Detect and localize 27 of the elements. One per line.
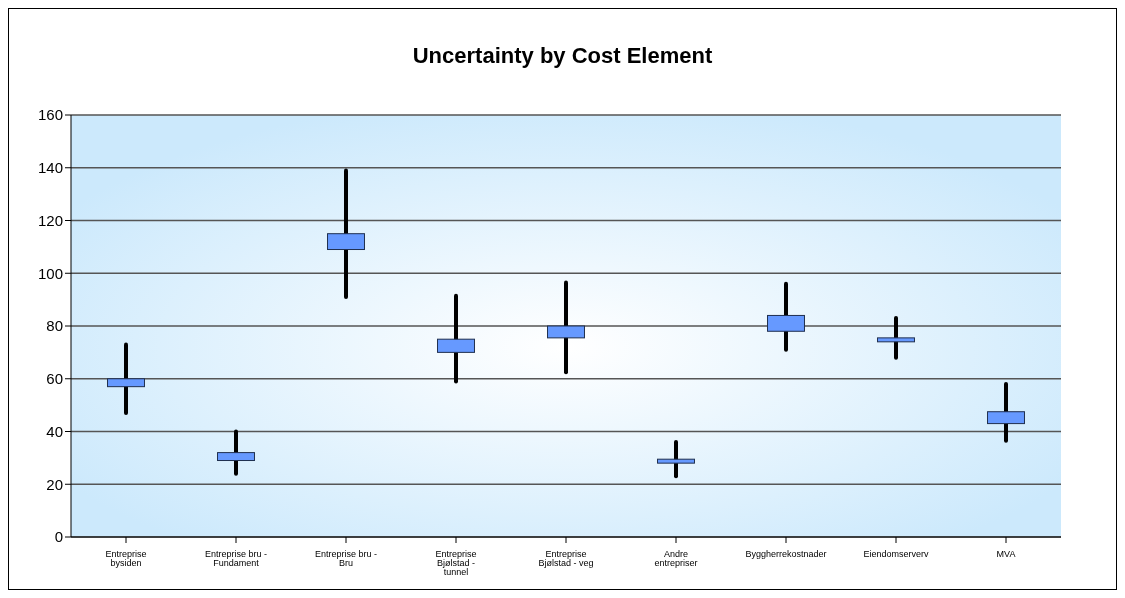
y-tick-label: 140 [37,159,63,177]
y-tick-label: 60 [46,370,63,388]
candlestick [107,342,145,416]
y-tick-label: 100 [37,264,63,282]
x-tick-label: Eiendomserverv [863,549,930,560]
x-tick-label: Entreprise bru - Fundament [204,549,268,569]
y-tick-label: 160 [37,106,63,124]
candlestick [327,168,365,299]
x-tick-label: Byggherrekostnader [745,549,827,560]
y-tick-label: 20 [46,475,63,493]
candlestick [437,293,475,384]
y-tick-label: 120 [37,211,63,229]
x-tick-label: Entreprise Bjølstad - tunnel [435,549,477,578]
chart-title: Uncertainty by Cost Element [411,42,714,70]
x-tick-label: Entreprise bysiden [105,549,147,569]
candlestick [547,280,585,375]
candlestick [217,429,255,476]
y-tick-label: 0 [54,528,63,546]
candlestick [657,440,695,479]
candlestick [987,382,1025,443]
y-tick-label: 40 [46,422,63,440]
x-tick-label: Andre entrepriser [654,549,698,569]
x-tick-label: Entreprise bru - Bru [314,549,378,569]
candlestick [877,316,915,360]
x-tick-label: MVA [996,549,1016,560]
x-tick-label: Entreprise Bjølstad - veg [538,549,594,569]
y-tick-label: 80 [46,317,63,335]
